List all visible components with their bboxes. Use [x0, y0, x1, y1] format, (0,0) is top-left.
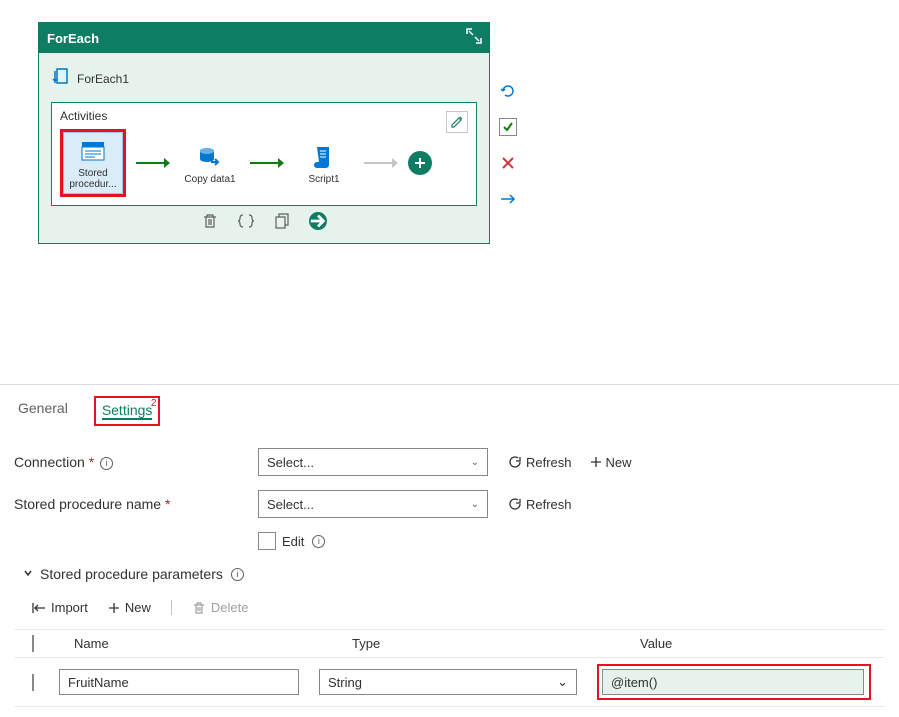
- copy-data-activity[interactable]: Copy data1: [180, 142, 240, 185]
- param-name-input[interactable]: FruitName: [59, 669, 299, 695]
- chevron-down-icon: ⌄: [471, 499, 479, 510]
- foreach-instance-name: ForEach1: [77, 72, 129, 86]
- add-activity-button[interactable]: [408, 151, 432, 175]
- select-all-checkbox[interactable]: [32, 635, 34, 652]
- info-icon[interactable]: i: [312, 535, 325, 548]
- param-value-input[interactable]: @item(): [602, 669, 864, 695]
- arrow-icon: [250, 155, 284, 171]
- param-name-value: FruitName: [68, 675, 129, 690]
- activities-label: Activities: [60, 109, 468, 123]
- param-value-text: @item(): [611, 675, 657, 690]
- undo-icon[interactable]: [499, 82, 517, 100]
- sp-params-label: Stored procedure parameters: [40, 566, 223, 582]
- copy-icon[interactable]: [273, 212, 291, 233]
- script-activity[interactable]: Script1: [294, 142, 354, 185]
- param-type-select[interactable]: String ⌄: [319, 669, 577, 695]
- new-param-button[interactable]: New: [108, 600, 151, 615]
- refresh-sp-button[interactable]: Refresh: [508, 497, 572, 512]
- col-type-header: Type: [352, 636, 620, 651]
- next-icon[interactable]: [499, 190, 517, 208]
- col-value-header: Value: [640, 636, 871, 651]
- tab-settings[interactable]: Settings: [102, 402, 153, 420]
- import-label: Import: [51, 600, 88, 615]
- parameters-table: Name Type Value FruitName String ⌄ @it: [14, 629, 885, 707]
- delete-label: Delete: [211, 600, 249, 615]
- script-label: Script1: [294, 174, 354, 185]
- stored-procedure-icon: [76, 136, 110, 166]
- col-name-header: Name: [74, 636, 332, 651]
- new-connection-button[interactable]: New: [590, 455, 632, 470]
- connection-label: Connection: [14, 454, 85, 470]
- settings-badge: 2: [151, 398, 157, 409]
- new-param-label: New: [125, 600, 151, 615]
- connection-select-value: Select...: [267, 455, 314, 470]
- new-label: New: [606, 455, 632, 470]
- braces-icon[interactable]: [237, 212, 255, 233]
- sp-name-select-value: Select...: [267, 497, 314, 512]
- tab-bar: General Settings 2: [0, 384, 899, 426]
- foreach-header: ForEach: [39, 23, 489, 53]
- required-icon: *: [89, 454, 94, 470]
- delete-icon[interactable]: [201, 212, 219, 233]
- script-icon: [307, 142, 341, 172]
- chevron-down-icon: ⌄: [557, 674, 568, 690]
- foreach-title: ForEach: [47, 31, 99, 46]
- stored-procedure-activity[interactable]: Stored procedur...: [63, 132, 123, 194]
- foreach-action-bar: [51, 206, 477, 237]
- required-icon: *: [165, 496, 170, 512]
- copy-data-icon: [193, 142, 227, 172]
- edit-checkbox[interactable]: [258, 532, 276, 550]
- table-header-row: Name Type Value: [14, 630, 885, 658]
- info-icon[interactable]: i: [100, 457, 113, 470]
- edit-activities-button[interactable]: [446, 111, 468, 133]
- sp-name-select[interactable]: Select... ⌄: [258, 490, 488, 518]
- stored-procedure-highlight: Stored procedur...: [60, 129, 126, 197]
- refresh-label-2: Refresh: [526, 497, 572, 512]
- delete-param-button[interactable]: Delete: [192, 600, 249, 615]
- connection-select[interactable]: Select... ⌄: [258, 448, 488, 476]
- chevron-down-icon: ⌄: [471, 457, 479, 468]
- refresh-connection-button[interactable]: Refresh: [508, 455, 572, 470]
- edit-label: Edit: [282, 534, 304, 549]
- import-button[interactable]: Import: [32, 600, 88, 615]
- go-icon[interactable]: [309, 212, 327, 230]
- info-icon[interactable]: i: [231, 568, 244, 581]
- foreach-type-icon: [51, 67, 71, 90]
- validate-checkbox[interactable]: [499, 118, 517, 136]
- arrow-icon: [136, 155, 170, 171]
- param-value-highlight: @item(): [597, 664, 871, 700]
- expand-icon[interactable]: [465, 27, 483, 45]
- tab-general[interactable]: General: [14, 392, 72, 426]
- arrow-gray-icon: [364, 155, 398, 171]
- row-checkbox[interactable]: [32, 674, 34, 691]
- error-icon[interactable]: [499, 154, 517, 172]
- sp-name-label: Stored procedure name: [14, 496, 161, 512]
- param-type-value: String: [328, 675, 362, 690]
- activities-container: Activities Stored procedur...: [51, 102, 477, 206]
- refresh-label: Refresh: [526, 455, 572, 470]
- collapse-icon[interactable]: [22, 566, 34, 582]
- stored-procedure-label: Stored procedur...: [64, 168, 122, 190]
- table-row: FruitName String ⌄ @item(): [14, 658, 885, 706]
- settings-tab-highlight: Settings 2: [94, 396, 161, 426]
- foreach-activity-panel: ForEach ForEach1 Activities: [38, 22, 490, 244]
- copy-data-label: Copy data1: [180, 174, 240, 185]
